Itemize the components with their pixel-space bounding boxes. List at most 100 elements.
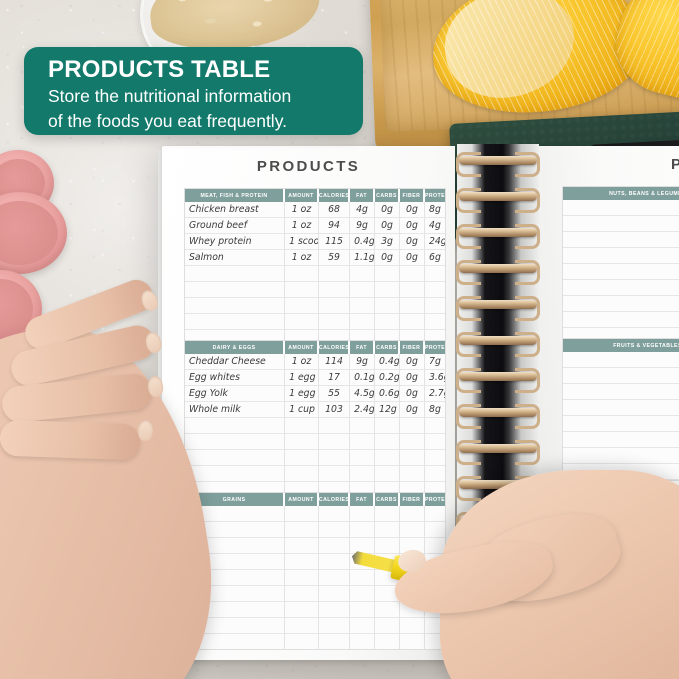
cell-name: Chicken breast: [185, 201, 286, 217]
cell-protein: 4g: [429, 219, 441, 231]
cell-amount: 1 oz: [285, 353, 319, 369]
banner-title: PRODUCTS TABLE: [48, 56, 271, 83]
table-row[interactable]: [563, 448, 679, 464]
cell-carbs: 0.4g: [375, 353, 400, 369]
table-row[interactable]: [185, 537, 445, 554]
column-header-fiber: FIBER: [399, 189, 425, 202]
cell-name: Egg whites: [185, 369, 286, 385]
cell-calories: 94: [319, 217, 351, 233]
column-header-fat: FAT: [350, 189, 376, 202]
cell-amount: 1 egg: [285, 385, 319, 401]
table-row[interactable]: [563, 248, 679, 264]
cell-name: Egg Yolk: [185, 385, 286, 401]
cell-carbs: 0g: [375, 201, 400, 217]
column-header-category: DAIRY & EGGS: [185, 341, 286, 354]
table-row[interactable]: Chicken breast 1 oz 68 4g 0g 0g 8g: [185, 201, 445, 218]
cell-fat: 0.4g: [350, 233, 376, 249]
table-fruits-vegetables: FRUITS & VEGETABLES AMOUNT CALO: [562, 338, 679, 481]
table-meat-fish-protein: MEAT, FISH & PROTEIN AMOUNT CALORIES FAT…: [184, 188, 446, 346]
column-header-calories: CALORIES: [318, 493, 351, 506]
table-row[interactable]: Ground beef 1 oz 94 9g 0g 0g 4g: [185, 217, 445, 234]
table-row[interactable]: [563, 368, 679, 384]
table-row[interactable]: [185, 521, 445, 538]
table-row[interactable]: [185, 449, 445, 466]
spiral-coil: [456, 260, 540, 285]
table-row[interactable]: [563, 264, 679, 280]
table-row[interactable]: [563, 416, 679, 432]
cell-amount: 1 cup: [285, 401, 319, 417]
table-row[interactable]: [563, 296, 679, 312]
column-header-fiber: FIBER: [399, 493, 425, 506]
table-row[interactable]: Whole milk 1 cup 103 2.4g 12g 0g 8g: [185, 401, 445, 418]
column-header-protein: PROTEIN: [424, 341, 445, 354]
column-header-amount: AMOUNT: [285, 493, 319, 506]
table-row[interactable]: [563, 312, 679, 328]
table-row[interactable]: Egg Yolk 1 egg 55 4.5g 0.6g 0g 2.7g: [185, 385, 445, 402]
table-row[interactable]: [185, 617, 445, 634]
table-row[interactable]: [563, 400, 679, 416]
column-header-carbs: CARBS: [375, 341, 400, 354]
cell-carbs: 0.6g: [375, 385, 400, 401]
table-row[interactable]: [185, 633, 445, 649]
spiral-coil: [456, 368, 540, 393]
cell-fiber: 0g: [400, 385, 425, 401]
table-row[interactable]: [563, 200, 679, 216]
cell-name: Cheddar Cheese: [185, 353, 286, 369]
table-row[interactable]: [185, 465, 445, 482]
cell-calories: 103: [319, 401, 351, 417]
table-row[interactable]: Cheddar Cheese 1 oz 114 9g 0.4g 0g 7g: [185, 353, 445, 370]
cell-protein: 6g: [429, 251, 441, 263]
column-header-category: MEAT, FISH & PROTEIN: [185, 189, 286, 202]
column-header-carbs: CARBS: [375, 189, 400, 202]
table-row[interactable]: [563, 216, 679, 232]
table-row[interactable]: [563, 384, 679, 400]
cell-fiber: 0g: [400, 249, 425, 265]
table-header-row: FRUITS & VEGETABLES AMOUNT CALO: [563, 339, 679, 352]
column-header-calories: CALORIES: [318, 189, 351, 202]
table-row[interactable]: [563, 432, 679, 448]
table-row[interactable]: [185, 505, 445, 522]
table-row[interactable]: [563, 232, 679, 248]
table-row[interactable]: [563, 280, 679, 296]
left-page-title: PRODUCTS: [256, 158, 361, 175]
table-row[interactable]: [563, 352, 679, 368]
cell-fat: 0.1g: [350, 369, 376, 385]
cell-fiber: 0g: [400, 233, 425, 249]
cell-carbs: 0.2g: [375, 369, 400, 385]
column-header-calories: CALORIES: [318, 341, 351, 354]
cell-fat: 1.1g: [350, 249, 376, 265]
cell-calories: 55: [319, 385, 351, 401]
table-row[interactable]: [185, 417, 445, 434]
table-row[interactable]: Salmon 1 oz 59 1.1g 0g 0g 6g: [185, 249, 445, 266]
table-nuts-beans-legumes: NUTS, BEANS & LEGUMES AMOUNT CALORI: [562, 186, 679, 345]
spiral-coil: [456, 224, 540, 249]
table-row[interactable]: [185, 265, 445, 282]
column-header-category: GRAINS: [185, 493, 286, 506]
cell-name: Ground beef: [185, 217, 286, 233]
table-row[interactable]: [185, 297, 445, 314]
column-header-protein: PROTEIN: [424, 493, 445, 506]
table-header-row: NUTS, BEANS & LEGUMES AMOUNT CALORI: [563, 187, 679, 200]
spiral-coil: [456, 152, 540, 177]
cell-fat: 2.4g: [350, 401, 376, 417]
column-header-amount: AMOUNT: [285, 341, 319, 354]
table-row[interactable]: [185, 313, 445, 330]
cell-amount: 1 egg: [285, 369, 319, 385]
table-row[interactable]: [185, 281, 445, 298]
cell-calories: 68: [319, 201, 351, 217]
table-row[interactable]: Egg whites 1 egg 17 0.1g 0.2g 0g 3.6g: [185, 369, 445, 386]
cell-calories: 59: [319, 249, 351, 265]
cell-protein: 3.6g: [428, 371, 445, 383]
cell-protein: 24g: [428, 235, 445, 247]
table-row[interactable]: [185, 329, 445, 345]
cell-name: Salmon: [185, 249, 286, 265]
spiral-coil: [456, 296, 540, 321]
table-row[interactable]: [185, 433, 445, 450]
cell-protein: 8g: [429, 203, 441, 215]
table-row[interactable]: Whey protein 1 scoop 115 0.4g 3g 0g 24g: [185, 233, 445, 250]
banner-subtitle-line2: of the foods you eat frequently.: [48, 111, 288, 132]
column-header-fat: FAT: [350, 493, 376, 506]
table-row[interactable]: [185, 481, 445, 497]
column-header-fiber: FIBER: [399, 341, 425, 354]
